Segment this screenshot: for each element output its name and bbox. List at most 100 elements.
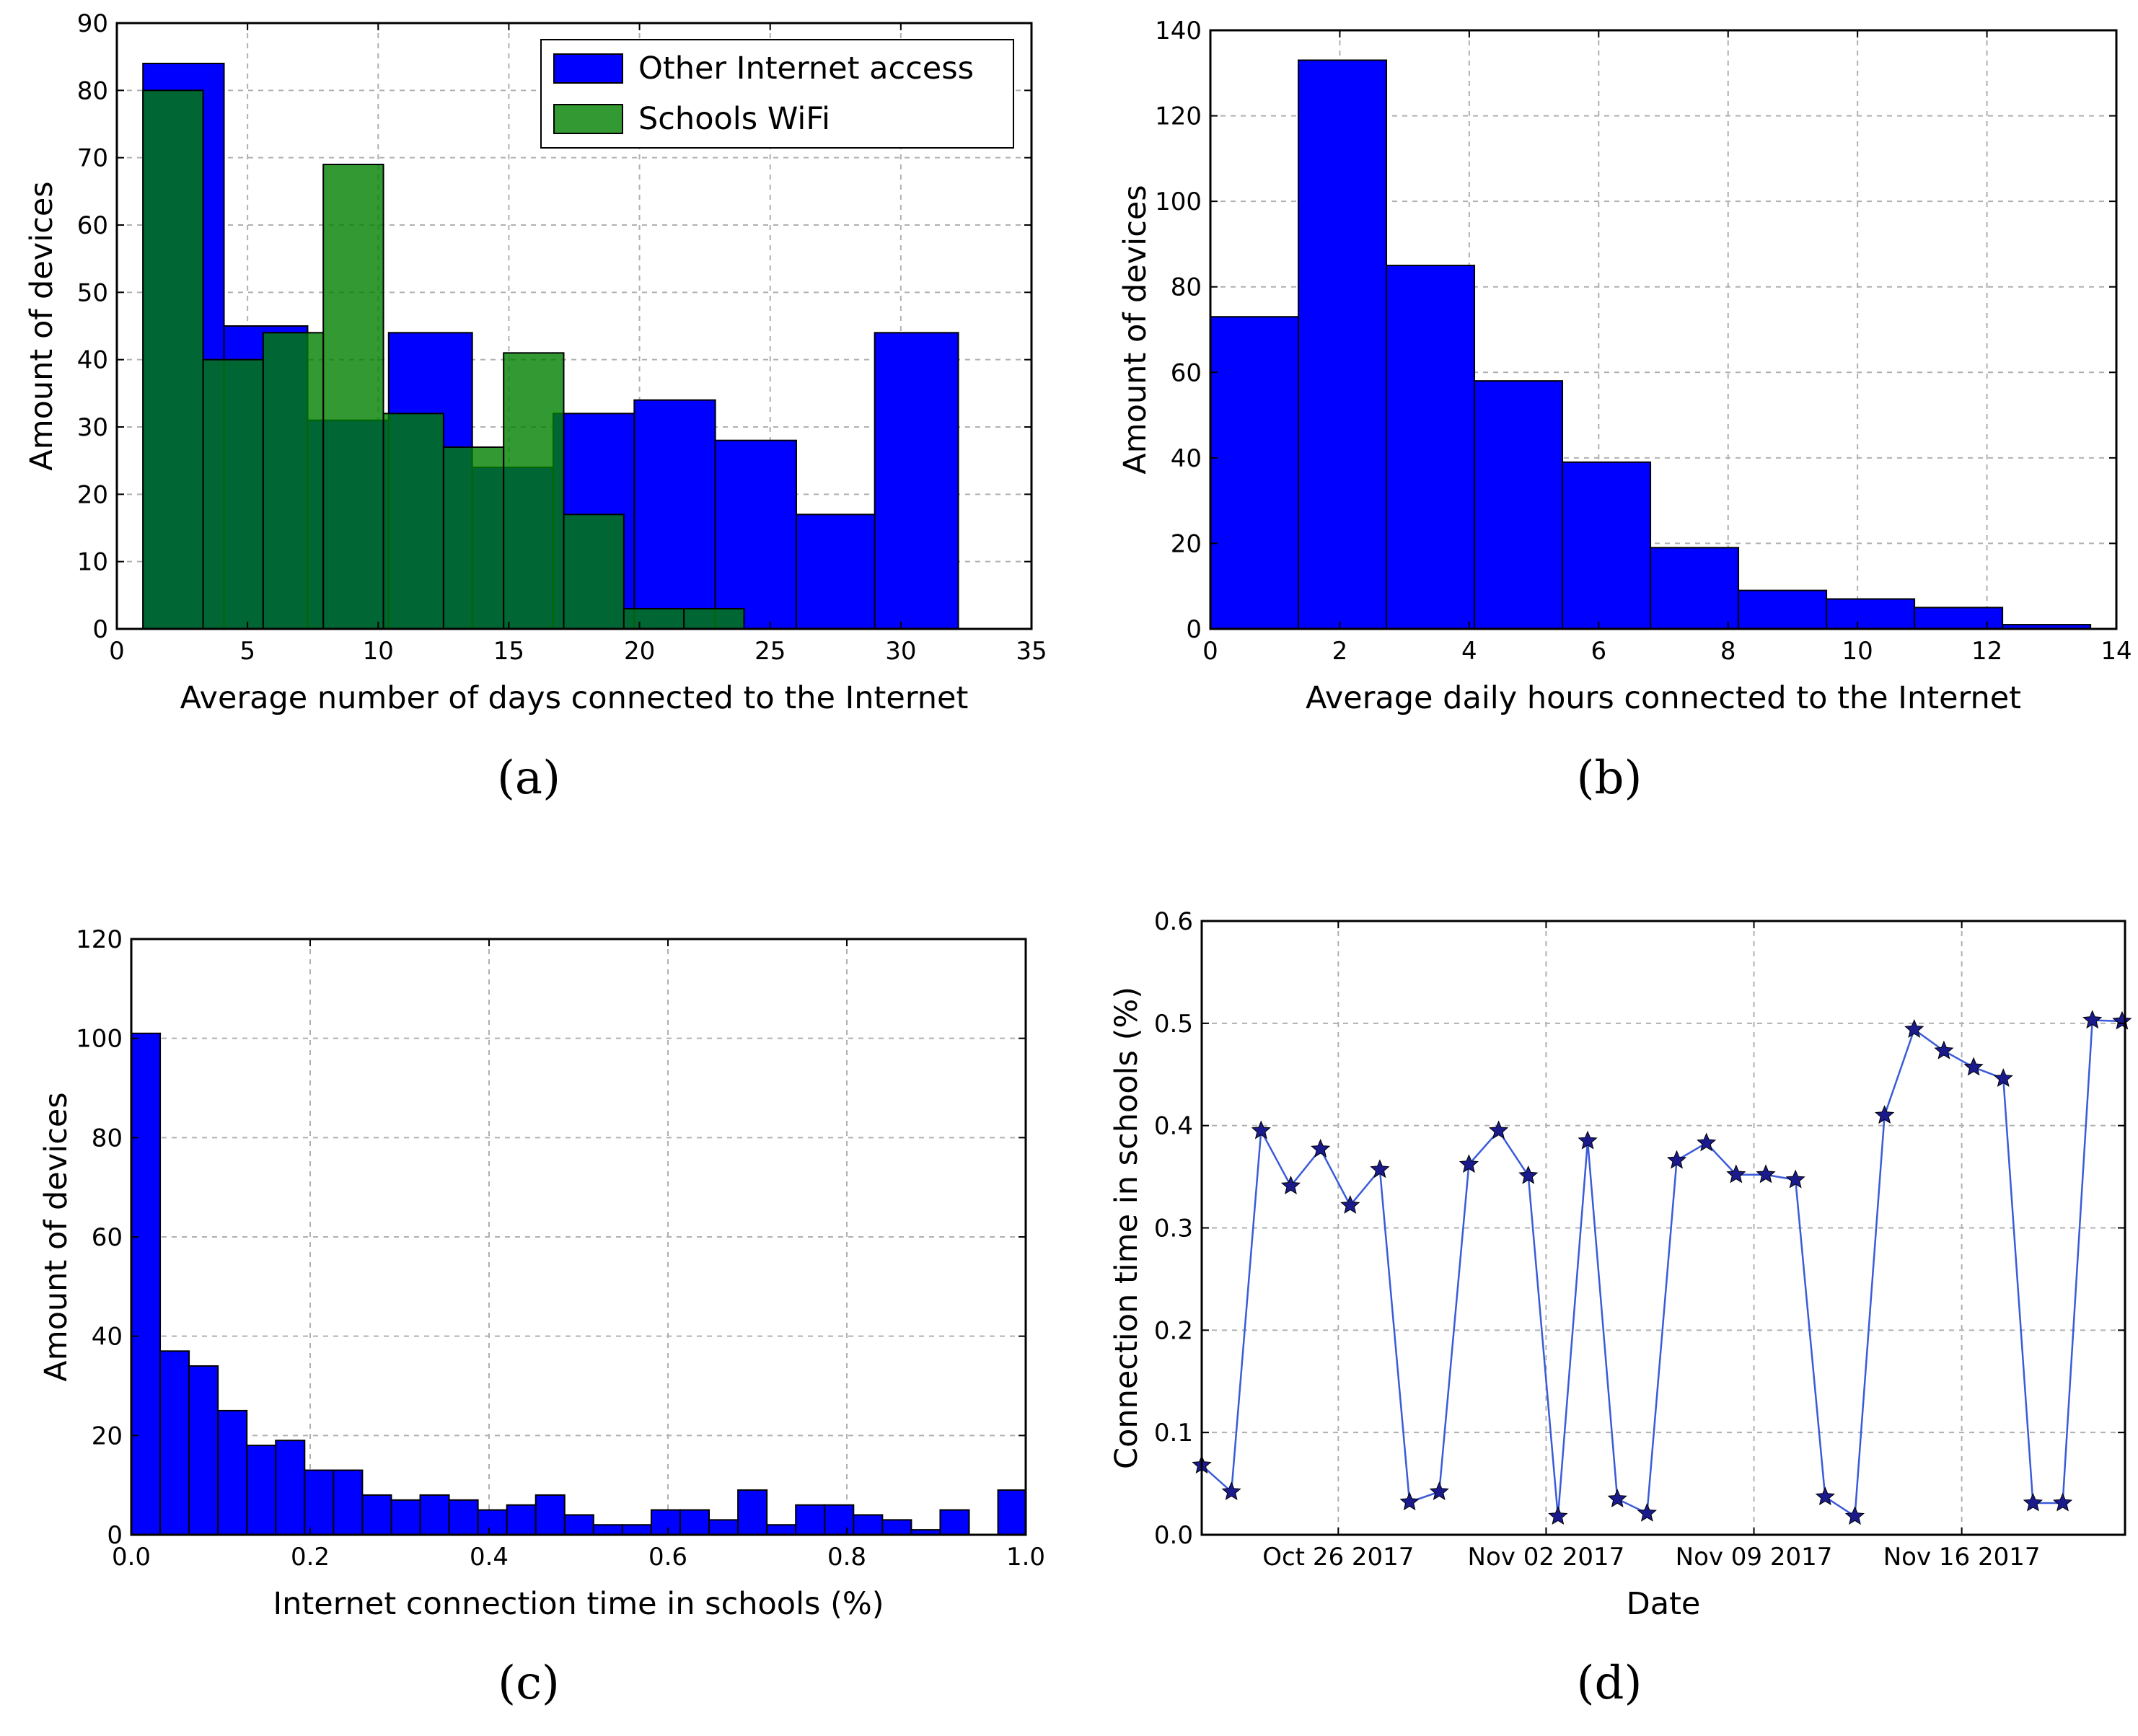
data-point-marker bbox=[1934, 1040, 1954, 1059]
histogram-bar bbox=[563, 1514, 594, 1535]
y-tick-label: 0.3 bbox=[1154, 1215, 1193, 1243]
x-tick-label: 20 bbox=[624, 637, 655, 666]
bar-schools-wifi bbox=[202, 358, 264, 630]
x-tick-label: Nov 02 2017 bbox=[1468, 1543, 1625, 1572]
histogram-bar bbox=[1738, 589, 1828, 630]
x-axis-label: Internet connection time in schools (%) bbox=[273, 1586, 884, 1622]
series-line bbox=[1201, 1019, 2122, 1518]
y-tick-label: 0.2 bbox=[1154, 1316, 1193, 1345]
histogram-bar bbox=[679, 1509, 711, 1535]
x-tick-label: 35 bbox=[1016, 637, 1047, 666]
histogram-bar bbox=[881, 1519, 912, 1536]
y-tick-label: 70 bbox=[77, 144, 108, 173]
legend-swatch-schools-wifi bbox=[553, 104, 623, 134]
x-tick-label: Oct 26 2017 bbox=[1262, 1543, 1414, 1572]
data-point-marker bbox=[1488, 1120, 1509, 1140]
y-tick-label: 30 bbox=[77, 413, 108, 442]
y-tick-label: 20 bbox=[92, 1422, 123, 1450]
x-tick-label: 0.8 bbox=[827, 1543, 866, 1572]
histogram-bar bbox=[159, 1350, 190, 1535]
legend-label: Other Internet access bbox=[638, 50, 974, 87]
data-point-marker bbox=[2112, 1010, 2132, 1030]
data-point-marker bbox=[1993, 1068, 2013, 1087]
y-tick-label: 20 bbox=[1171, 529, 1202, 558]
histogram-bar bbox=[1210, 316, 1300, 630]
data-point-marker bbox=[2082, 1010, 2103, 1029]
x-tick-label: 30 bbox=[885, 637, 916, 666]
histogram-bar bbox=[1474, 380, 1564, 630]
data-point-marker bbox=[1904, 1018, 1924, 1038]
data-point-marker bbox=[1756, 1164, 1776, 1184]
x-tick-label: 6 bbox=[1591, 637, 1606, 666]
x-axis-label: Date bbox=[1627, 1586, 1701, 1622]
plot-frame bbox=[1200, 920, 2126, 1536]
histogram-bar bbox=[390, 1499, 421, 1535]
data-point-marker bbox=[1429, 1481, 1449, 1500]
histogram-bar bbox=[766, 1524, 797, 1536]
data-point-marker bbox=[1518, 1165, 1539, 1184]
panel-caption: (b) bbox=[1577, 752, 1642, 805]
histogram-bar bbox=[1562, 461, 1652, 630]
histogram-bar bbox=[275, 1440, 306, 1536]
y-tick-label: 10 bbox=[77, 548, 108, 577]
x-tick-label: 2 bbox=[1332, 637, 1348, 666]
bar-schools-wifi bbox=[623, 608, 685, 630]
bar-schools-wifi bbox=[142, 89, 204, 630]
bar-other-internet bbox=[874, 332, 959, 630]
y-tick-label: 80 bbox=[1171, 273, 1202, 302]
y-tick-label: 0.4 bbox=[1154, 1112, 1193, 1141]
histogram-bar bbox=[824, 1504, 855, 1535]
histogram-bar bbox=[361, 1494, 392, 1536]
y-tick-label: 90 bbox=[77, 9, 108, 38]
histogram-bar bbox=[621, 1524, 652, 1536]
x-tick-label: 10 bbox=[1842, 637, 1873, 666]
data-point-marker bbox=[1726, 1164, 1746, 1184]
x-tick-label: Nov 16 2017 bbox=[1883, 1543, 2041, 1572]
y-tick-label: 80 bbox=[77, 76, 108, 105]
data-point-marker bbox=[2023, 1492, 2044, 1512]
y-tick-label: 40 bbox=[1171, 444, 1202, 473]
x-tick-label: 4 bbox=[1461, 637, 1477, 666]
histogram-bar bbox=[534, 1494, 566, 1536]
data-point-marker bbox=[1815, 1486, 1835, 1506]
histogram-bar bbox=[708, 1519, 739, 1536]
histogram-bar bbox=[795, 1504, 826, 1535]
x-tick-label: 8 bbox=[1720, 637, 1736, 666]
data-point-marker bbox=[1280, 1175, 1301, 1194]
data-point-marker bbox=[2052, 1492, 2073, 1512]
x-tick-label: 5 bbox=[239, 637, 255, 666]
histogram-bar bbox=[1298, 59, 1388, 630]
data-point-marker bbox=[1785, 1169, 1805, 1189]
histogram-bar bbox=[1386, 265, 1476, 630]
plot-c: 0.0 0.2 0.4 0.6 0.8 1.0 0 20 40 60 80 100 120 Interne… bbox=[38, 925, 1045, 1710]
x-tick-label: 0.6 bbox=[648, 1543, 687, 1572]
y-tick-label: 0 bbox=[1186, 615, 1202, 644]
bar-schools-wifi bbox=[683, 608, 745, 630]
histogram-bar bbox=[939, 1509, 970, 1535]
panel-caption: (c) bbox=[498, 1657, 560, 1710]
histogram-bar bbox=[419, 1494, 450, 1536]
data-point-marker bbox=[1370, 1159, 1390, 1178]
y-tick-label: 0.0 bbox=[1154, 1521, 1193, 1550]
x-axis-label: Average number of days connected to the … bbox=[180, 680, 969, 716]
y-tick-label: 0 bbox=[107, 1521, 123, 1550]
y-tick-label: 120 bbox=[1155, 102, 1202, 131]
plot-a: 0 5 10 15 20 25 30 35 0 10 20 30 40 50 60 70 80 90 Average… bbox=[24, 9, 1047, 805]
data-point-marker bbox=[1221, 1481, 1241, 1500]
y-tick-label: 60 bbox=[92, 1223, 123, 1252]
bar-schools-wifi bbox=[322, 164, 384, 630]
histogram-bar bbox=[188, 1365, 219, 1536]
y-tick-label: 20 bbox=[77, 480, 108, 509]
x-tick-label: 1.0 bbox=[1006, 1543, 1045, 1572]
x-tick-label: 0 bbox=[109, 637, 125, 666]
x-tick-label: 10 bbox=[363, 637, 394, 666]
plot-frame bbox=[115, 22, 1033, 630]
data-point-marker bbox=[1875, 1105, 1895, 1124]
data-point-marker bbox=[1399, 1492, 1420, 1511]
bar-schools-wifi bbox=[563, 514, 625, 630]
data-point-marker bbox=[1251, 1120, 1271, 1140]
x-tick-label: 0.0 bbox=[112, 1543, 151, 1572]
y-axis-label: Amount of devices bbox=[24, 181, 60, 470]
histogram-bar bbox=[1650, 547, 1740, 630]
data-point-marker bbox=[1697, 1132, 1717, 1152]
